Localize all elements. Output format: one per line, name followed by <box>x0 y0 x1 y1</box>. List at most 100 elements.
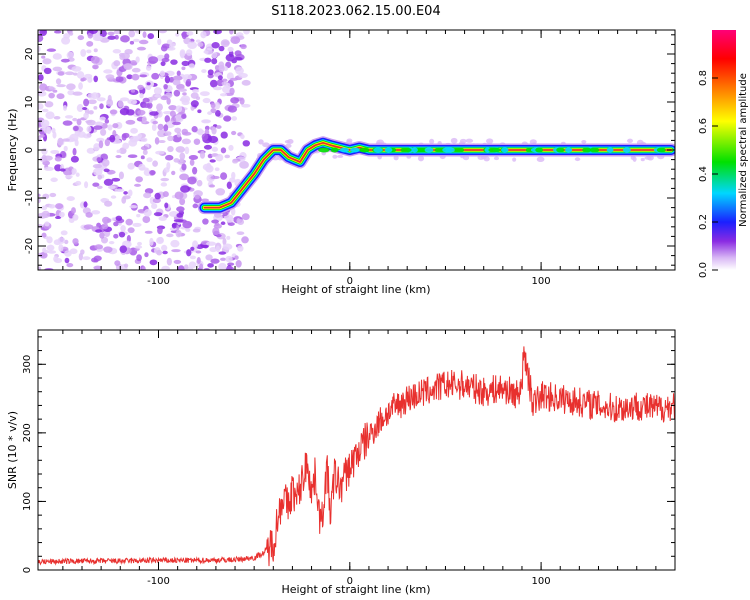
noise-blob <box>429 138 435 144</box>
noise-blob <box>181 138 191 145</box>
noise-blob <box>119 97 130 102</box>
noise-blob <box>574 157 581 162</box>
ridge-blob <box>488 147 501 153</box>
noise-blob <box>142 103 151 108</box>
ridge-blob <box>359 147 370 153</box>
noise-blob <box>177 265 185 270</box>
noise-blob <box>160 45 168 52</box>
noise-blob <box>214 102 221 110</box>
noise-blob <box>128 30 136 38</box>
noise-blob <box>38 103 44 110</box>
noise-blob <box>88 110 94 115</box>
ridge-blob <box>582 147 592 153</box>
noise-blob <box>114 135 121 140</box>
noise-blob <box>41 210 51 219</box>
noise-blob <box>211 52 218 59</box>
noise-blob <box>226 217 234 223</box>
noise-blob <box>110 195 117 199</box>
noise-blob <box>228 50 234 58</box>
noise-blob <box>206 241 217 246</box>
noise-blob <box>123 63 133 71</box>
noise-blob <box>86 147 96 154</box>
noise-blob <box>196 179 203 187</box>
noise-blob <box>137 241 142 246</box>
noise-blob <box>124 263 129 268</box>
noise-blob <box>135 56 140 63</box>
noise-blob <box>87 32 93 39</box>
noise-blob <box>85 120 93 124</box>
noise-blob <box>72 117 78 122</box>
noise-blob <box>64 71 75 76</box>
noise-blob <box>104 138 111 147</box>
noise-blob <box>127 162 135 170</box>
noise-blob <box>207 263 214 268</box>
y-tick-label: 10 <box>24 96 35 109</box>
noise-blob <box>262 142 270 148</box>
colorbar-label: Normalized spectral amplitude <box>738 73 749 227</box>
noise-blob <box>104 119 110 124</box>
noise-blob <box>493 156 500 161</box>
noise-blob <box>176 131 182 138</box>
noise-blob <box>158 216 167 221</box>
noise-blob <box>114 260 121 266</box>
noise-blob <box>51 127 56 134</box>
noise-blob <box>235 260 242 268</box>
noise-blob <box>194 194 201 200</box>
noise-blob <box>166 39 173 45</box>
noise-blob <box>241 213 250 221</box>
noise-blob <box>172 75 183 81</box>
noise-blob <box>163 83 168 90</box>
noise-blob <box>203 267 210 270</box>
noise-blob <box>165 154 174 161</box>
noise-blob <box>216 125 222 129</box>
noise-blob <box>145 65 152 71</box>
noise-blob <box>130 89 136 93</box>
noise-blob <box>125 109 135 116</box>
noise-blob <box>94 244 104 250</box>
noise-blob <box>146 157 153 163</box>
noise-blob <box>71 207 76 214</box>
noise-blob <box>213 86 223 91</box>
noise-blob <box>237 245 244 252</box>
noise-blob <box>182 220 193 229</box>
noise-blob <box>54 156 62 162</box>
noise-blob <box>180 95 191 103</box>
noise-blob <box>70 155 79 163</box>
noise-blob <box>144 230 153 234</box>
noise-blob <box>87 93 95 99</box>
noise-blob <box>224 154 231 159</box>
noise-blob <box>142 215 151 224</box>
ridge-blob <box>384 147 393 153</box>
noise-blob <box>240 134 245 140</box>
noise-blob <box>113 233 119 239</box>
noise-blob <box>171 249 181 253</box>
noise-blob <box>176 206 185 213</box>
noise-blob <box>39 157 48 162</box>
noise-blob <box>44 101 54 108</box>
noise-blob <box>106 98 114 107</box>
noise-blob <box>76 118 82 126</box>
noise-blob <box>168 105 177 111</box>
noise-blob <box>193 138 201 146</box>
noise-blob <box>237 219 245 225</box>
noise-blob <box>85 212 93 218</box>
noise-blob <box>103 168 110 173</box>
noise-blob <box>229 30 234 35</box>
noise-blob <box>175 229 182 238</box>
noise-blob <box>101 223 109 230</box>
noise-blob <box>220 147 227 154</box>
noise-blob <box>154 94 161 98</box>
noise-blob <box>222 78 228 82</box>
ridge-blob <box>318 147 330 153</box>
noise-blob <box>218 64 225 73</box>
noise-blob <box>163 124 169 132</box>
noise-blob <box>640 157 645 162</box>
noise-blob <box>62 120 73 126</box>
noise-blob <box>82 106 88 111</box>
snr-panel: -100 0 100 0 100 200 300 Height of straight li… <box>6 329 676 596</box>
noise-blob <box>235 66 244 75</box>
noise-blob <box>127 154 138 159</box>
noise-blob <box>107 31 115 36</box>
